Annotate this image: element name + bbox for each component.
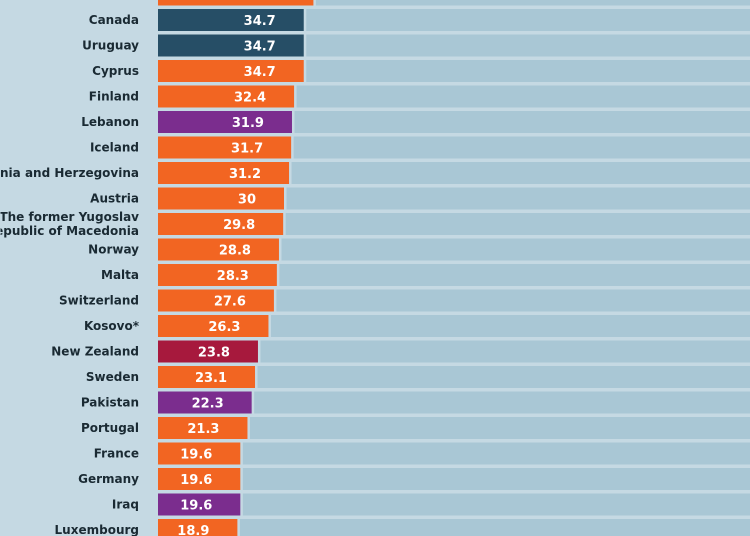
value-label-lebanon: 31.9 <box>232 116 264 131</box>
value-label-kosovo: 26.3 <box>208 320 240 335</box>
category-label-cyprus: Cyprus <box>92 64 139 78</box>
category-label-germany: Germany <box>78 472 139 486</box>
bar-norway <box>158 238 279 261</box>
value-label-germany: 19.6 <box>180 473 212 488</box>
bar-track-luxembourg <box>239 519 750 536</box>
bar-track-canada <box>306 9 750 31</box>
category-label-switzerland: Switzerland <box>59 294 139 308</box>
bar-track-iceland <box>293 136 750 159</box>
value-label-austria: 30 <box>238 193 256 208</box>
bar-track-bosnia-and-herzegovina <box>291 162 750 184</box>
value-label-canada: 34.7 <box>244 14 276 29</box>
bar-track-malta <box>279 264 750 286</box>
category-label-sweden: Sweden <box>86 370 139 384</box>
bar-sweden <box>158 366 256 388</box>
category-label-austria: Austria <box>90 192 139 206</box>
bar-track-france <box>242 442 750 465</box>
category-label-norway: Norway <box>88 243 139 257</box>
value-label-iraq: 19.6 <box>180 499 212 514</box>
category-label-luxembourg: Luxembourg <box>55 523 139 536</box>
value-label-luxembourg: 18.9 <box>177 524 209 536</box>
bar-top-cut <box>158 0 314 6</box>
bar-austria <box>158 187 284 210</box>
category-label-france: France <box>94 447 139 461</box>
category-label-iceland: Iceland <box>90 141 139 155</box>
bar-finland <box>158 85 295 108</box>
value-label-cyprus: 34.7 <box>244 65 276 80</box>
bar-track-norway <box>281 238 750 261</box>
value-label-norway: 28.8 <box>219 244 251 259</box>
value-label-bosnia-and-herzegovina: 31.2 <box>229 167 261 182</box>
value-label-new-zealand: 23.8 <box>198 346 230 361</box>
bar-track-pakistan <box>254 391 750 414</box>
value-label-sweden: 23.1 <box>195 371 227 386</box>
bar-pakistan <box>158 391 252 414</box>
value-label-switzerland: 27.6 <box>214 295 246 310</box>
bar-luxembourg <box>158 519 238 536</box>
category-label-finland: Finland <box>89 90 139 104</box>
bar-track-portugal <box>249 417 750 439</box>
bar-track-iraq <box>242 493 750 516</box>
bar-track-germany <box>242 468 750 490</box>
bar-track-austria <box>286 187 750 210</box>
category-label-iraq: Iraq <box>112 498 139 512</box>
value-label-france: 19.6 <box>180 448 212 463</box>
bar-portugal <box>158 417 248 439</box>
category-label-lebanon: Lebanon <box>81 115 139 129</box>
bar-track-sweden <box>257 366 750 388</box>
bar-uruguay <box>158 34 304 57</box>
bar-track-the-former-yugoslav-republic-of-macedonia <box>285 213 750 235</box>
bar-iraq <box>158 493 241 516</box>
bar-germany <box>158 468 241 490</box>
value-label-portugal: 21.3 <box>187 422 219 437</box>
bar-the-former-yugoslav-republic-of-macedonia <box>158 213 284 235</box>
value-label-top-cut: 37 <box>267 0 285 4</box>
bar-lebanon <box>158 111 292 133</box>
category-label-kosovo: Kosovo* <box>84 319 140 333</box>
bar-track-finland <box>296 85 750 108</box>
category-label-portugal: Portugal <box>81 421 139 435</box>
category-label-uruguay: Uruguay <box>82 39 139 53</box>
bar-track-new-zealand <box>260 340 750 363</box>
bar-bosnia-and-herzegovina <box>158 162 290 184</box>
bar-track-top-cut <box>315 0 750 6</box>
bar-switzerland <box>158 289 274 312</box>
bar-france <box>158 442 241 465</box>
bar-track-cyprus <box>306 60 750 82</box>
bar-new-zealand <box>158 340 258 363</box>
value-label-uruguay: 34.7 <box>244 40 276 55</box>
category-label-pakistan: Pakistan <box>81 396 139 410</box>
bar-track-lebanon <box>294 111 750 133</box>
bar-track-switzerland <box>276 289 750 312</box>
value-label-pakistan: 22.3 <box>192 397 224 412</box>
bar-cyprus <box>158 60 304 82</box>
value-label-iceland: 31.7 <box>231 142 263 157</box>
category-label-bosnia-and-herzegovina: Bosnia and Herzegovina <box>0 166 139 180</box>
value-label-finland: 32.4 <box>234 91 266 106</box>
bar-malta <box>158 264 277 286</box>
category-label-malta: Malta <box>101 268 139 282</box>
category-label-canada: Canada <box>89 13 139 27</box>
bar-track-kosovo <box>270 315 750 337</box>
category-label-new-zealand: New Zealand <box>51 345 139 359</box>
category-label-the-former-yugoslav-republic-of-macedonia: The former Yugoslav Republic of Macedonia <box>0 210 139 238</box>
value-label-the-former-yugoslav-republic-of-macedonia: 29.8 <box>223 218 255 233</box>
value-label-malta: 28.3 <box>217 269 249 284</box>
bar-canada <box>158 9 304 31</box>
bar-track-uruguay <box>306 34 750 57</box>
bar-iceland <box>158 136 292 159</box>
bar-kosovo <box>158 315 269 337</box>
